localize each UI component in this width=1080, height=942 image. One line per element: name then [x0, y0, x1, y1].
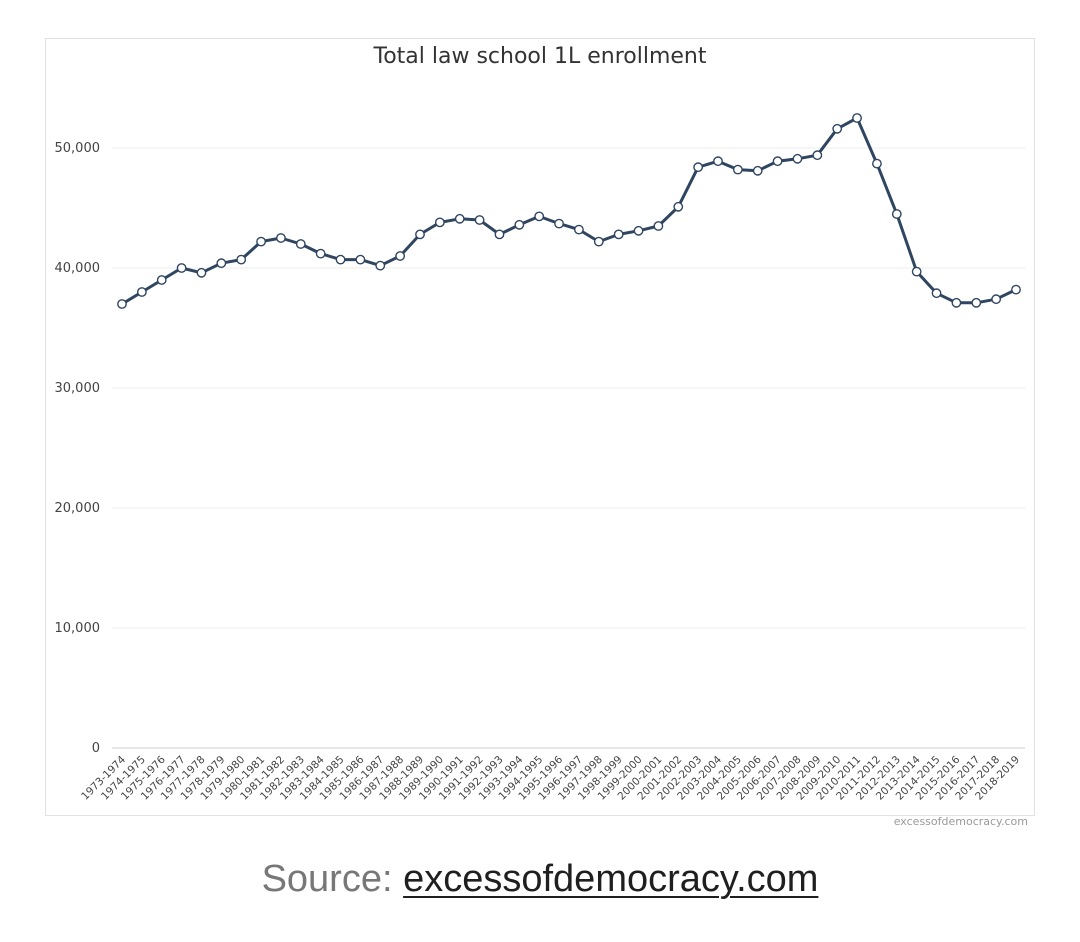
data-point: [713, 156, 723, 167]
data-point: [335, 254, 346, 265]
data-point: [256, 236, 266, 247]
data-point: [276, 233, 286, 243]
y-tick-label: 20,000: [55, 501, 101, 516]
data-point: [236, 254, 247, 265]
data-point: [554, 218, 564, 229]
y-tick-label: 40,000: [55, 261, 101, 276]
x-axis-ticks: 1973-19741974-19751975-19761976-19771977…: [79, 753, 1022, 802]
y-tick-label: 0: [92, 741, 100, 756]
data-point: [117, 299, 127, 309]
data-point: [653, 221, 664, 231]
data-point: [156, 275, 167, 285]
source-link[interactable]: excessofdemocracy.com: [403, 858, 819, 900]
chart-title: Total law school 1L enrollment: [373, 44, 707, 69]
data-point: [355, 254, 366, 265]
y-tick-label: 30,000: [55, 381, 101, 396]
chart-watermark: excessofdemocracy.com: [893, 815, 1028, 828]
data-point: [752, 165, 763, 176]
data-point: [474, 215, 485, 225]
data-point: [931, 288, 942, 299]
gridlines: [112, 147, 1025, 749]
data-point: [732, 164, 743, 175]
data-point: [613, 229, 624, 240]
series-enrollment: [121, 116, 1017, 306]
data-point: [593, 236, 604, 247]
data-point: [633, 225, 644, 236]
data-point: [951, 297, 962, 308]
data-point: [216, 258, 227, 269]
data-point: [315, 248, 326, 259]
data-point: [852, 113, 862, 123]
chart-frame: [45, 38, 1035, 816]
data-point: [196, 267, 207, 278]
data-point: [534, 211, 545, 222]
data-point: [911, 266, 922, 277]
data-point: [494, 229, 505, 240]
source-prefix: Source:: [261, 858, 404, 900]
data-point: [971, 297, 982, 308]
data-point: [832, 123, 843, 134]
data-point: [415, 229, 425, 240]
data-point: [693, 162, 704, 173]
series-line: [121, 116, 1017, 306]
data-point: [574, 224, 584, 235]
data-points: [117, 113, 1021, 309]
data-point: [872, 158, 882, 169]
y-axis-ticks: 0 10,000 20,000 30,000 40,000 50,000: [55, 141, 101, 756]
data-point: [991, 294, 1002, 305]
data-point: [792, 153, 803, 164]
y-tick-label: 10,000: [55, 621, 101, 636]
data-point: [395, 251, 406, 261]
data-point: [1011, 284, 1021, 295]
source-caption: Source: excessofdemocracy.com: [0, 858, 1080, 901]
data-point: [434, 217, 445, 228]
y-tick-label: 50,000: [55, 141, 101, 156]
data-point: [812, 150, 823, 161]
data-point: [891, 209, 902, 219]
data-point: [772, 156, 783, 167]
data-point: [295, 239, 306, 249]
data-point: [176, 263, 187, 273]
data-point: [514, 219, 525, 230]
data-point: [454, 213, 465, 224]
data-point: [375, 260, 386, 271]
data-point: [136, 287, 147, 297]
data-point: [673, 201, 684, 212]
